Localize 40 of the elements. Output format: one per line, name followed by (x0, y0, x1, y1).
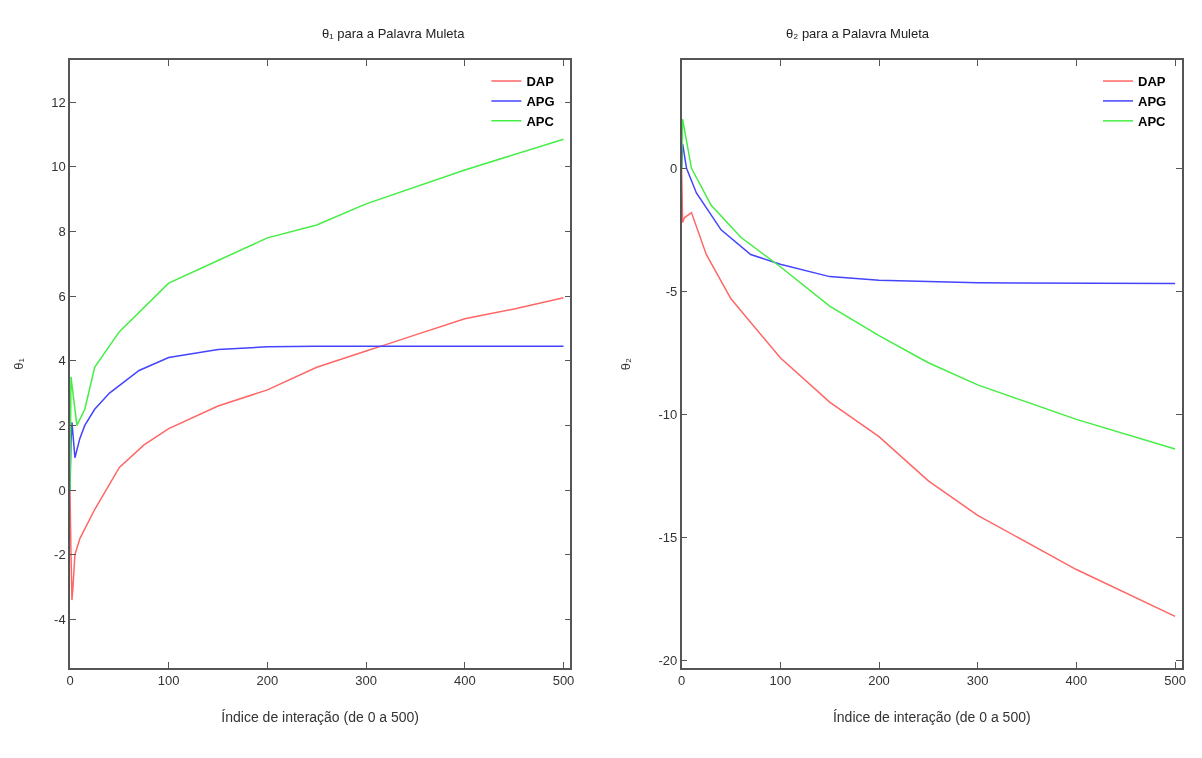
x-tick-label: 200 (256, 673, 279, 689)
chart-title: θ₂ para a Palavra Muleta (786, 26, 930, 41)
y-tick-label: 8 (58, 223, 66, 239)
y-tick-label: 0 (670, 160, 678, 176)
legend-label: APC (526, 113, 555, 129)
y-tick-label: 10 (51, 159, 66, 175)
line-series (70, 296, 565, 601)
x-tick-label: 500 (552, 673, 575, 689)
y-tick-label: -2 (54, 547, 66, 563)
line-series (681, 118, 1176, 450)
legend-label: APG (1137, 94, 1167, 109)
legend-label: APG (526, 94, 555, 109)
chart-title: θ₁ para a Palavra Muleta (322, 26, 466, 41)
y-tick-label: 4 (58, 353, 66, 369)
legend-label: DAP (526, 74, 555, 90)
y-tick-label: -20 (658, 653, 678, 669)
y-tick-label: 6 (58, 288, 66, 304)
x-tick-label: 100 (769, 673, 792, 689)
y-tick-label: -10 (658, 407, 678, 423)
line-series (681, 142, 1176, 285)
x-tick-label: 500 (1164, 673, 1186, 689)
line-series (70, 138, 565, 491)
x-tick-label: 400 (453, 673, 476, 689)
y-tick-label: 0 (58, 482, 66, 498)
y-tick-label: -5 (665, 283, 678, 299)
legend-label: APC (1137, 113, 1167, 129)
legend-label: DAP (1137, 74, 1166, 90)
y-tick-label: 12 (51, 94, 66, 110)
x-tick-label: 300 (355, 673, 377, 689)
x-tick-label: 400 (1065, 673, 1088, 689)
x-tick-label: 200 (868, 673, 890, 689)
y-tick-label: -4 (54, 612, 66, 628)
y-tick-label: 2 (58, 418, 66, 433)
x-axis-title: Índice de interação (de 0 a 500) (221, 709, 420, 726)
y-axis-title: θ₁ (10, 357, 26, 370)
x-tick-label: 300 (966, 673, 989, 689)
y-tick-label: -15 (658, 530, 678, 546)
x-axis-title: Índice de interação (de 0 a 500) (832, 709, 1031, 726)
x-tick-label: 100 (157, 673, 180, 689)
y-axis-title: θ₂ (617, 357, 633, 371)
